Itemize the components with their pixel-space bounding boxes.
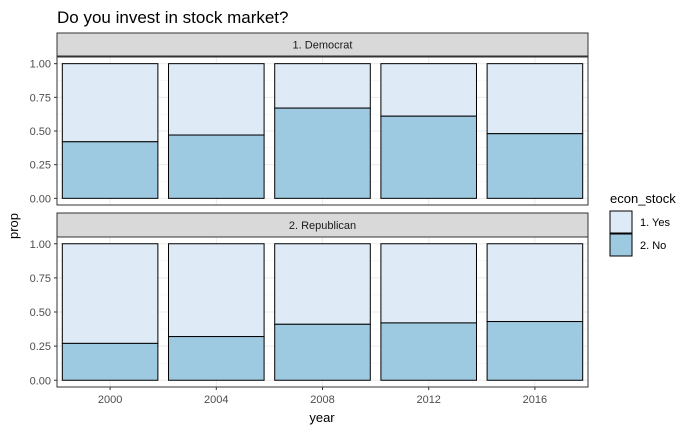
legend-key (609, 210, 633, 234)
bar-segment-no (61, 141, 159, 199)
legend-label: 1. Yes (640, 217, 670, 229)
bar-segment-yes (168, 243, 265, 338)
facet-strip-label: 1. Democrat (293, 40, 353, 52)
facet-strip-label: 2. Republican (289, 220, 356, 232)
y-tick-label: 0.50 (30, 126, 51, 138)
bar-segment-yes (486, 63, 584, 135)
x-tick-label: 2008 (310, 394, 334, 406)
bar-segment-no (168, 336, 265, 381)
y-tick-label: 0.25 (30, 341, 51, 353)
y-tick-label: 1.00 (30, 239, 51, 251)
bar-segment-no (61, 342, 159, 381)
x-tick-label: 2012 (416, 394, 440, 406)
panel-border (56, 56, 589, 206)
x-axis-ticks: 2000 2004 2008 2012 2016 (98, 387, 547, 406)
bar-segment-no (486, 321, 584, 381)
y-tick-label: 0.00 (30, 193, 51, 205)
bar-segment-no (380, 115, 477, 199)
y-tick-label: 0.25 (30, 160, 51, 172)
bar-segment-no (274, 107, 371, 199)
bar-segment-no (486, 133, 584, 199)
x-axis-title: year (309, 410, 335, 425)
legend-key (609, 233, 633, 257)
x-tick-label: 2004 (204, 394, 228, 406)
bar-segment-yes (274, 63, 371, 109)
bar-segment-yes (168, 63, 265, 136)
y-axis-title: prop (6, 213, 21, 239)
legend-label: 2. No (640, 240, 666, 252)
bar-segment-yes (380, 243, 477, 324)
chart-title: Do you invest in stock market? (57, 8, 288, 27)
x-tick-label: 2016 (523, 394, 547, 406)
y-tick-label: 0.50 (30, 307, 51, 319)
y-tick-label: 0.75 (30, 273, 51, 285)
y-tick-label: 0.75 (30, 92, 51, 104)
bar-segment-no (168, 134, 265, 199)
y-tick-label: 1.00 (30, 59, 51, 71)
bar-segment-yes (486, 243, 584, 323)
bar-segment-no (274, 323, 371, 381)
legend: econ_stock 1. Yes 2. No (609, 191, 676, 257)
bar-segment-no (380, 322, 477, 381)
bar-segment-yes (61, 243, 159, 344)
bar-segment-yes (61, 63, 159, 143)
bar-segment-yes (380, 63, 477, 117)
facet-panel: 1. Democrat 0.00 0.25 0.50 0.75 1.00 (30, 32, 589, 206)
bar-segment-yes (274, 243, 371, 325)
y-tick-label: 0.00 (30, 375, 51, 387)
x-tick-label: 2000 (98, 394, 122, 406)
facet-strip (56, 32, 589, 57)
facet-panel: 2. Republican 0.00 0.25 0.50 0.75 1.00 (30, 212, 589, 388)
legend-title: econ_stock (610, 191, 676, 206)
